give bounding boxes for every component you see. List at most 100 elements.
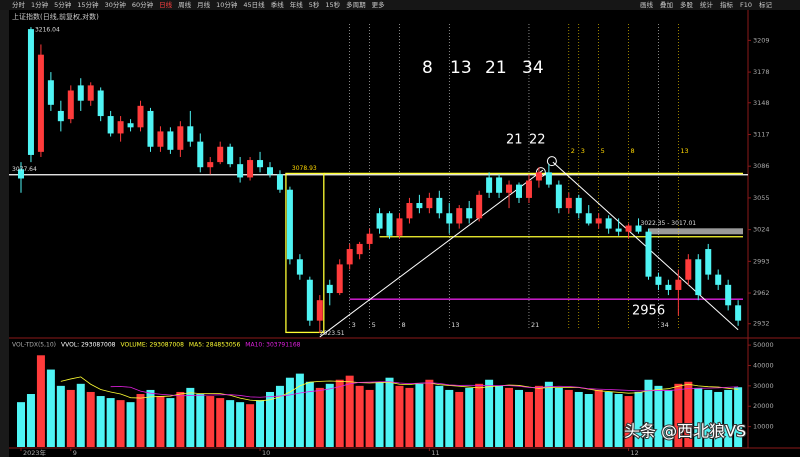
- chart-title: 上证指数(日线,前复权,对数): [12, 12, 99, 21]
- toolbar-item[interactable]: 叠加: [660, 0, 673, 9]
- volume-bar: [694, 387, 703, 447]
- x-tick-label: 12: [631, 449, 639, 457]
- candle-body: [715, 274, 722, 285]
- toolbar-item[interactable]: 15秒: [325, 0, 340, 9]
- toolbar-item[interactable]: 月线: [197, 0, 211, 9]
- candle-body: [625, 225, 632, 232]
- candle-body: [247, 160, 254, 178]
- volume-bar: [634, 391, 643, 447]
- fib-label: 13: [451, 321, 459, 329]
- toolbar-item[interactable]: 季线: [271, 0, 285, 9]
- volume-bar: [156, 396, 165, 447]
- volume-bar: [495, 385, 504, 447]
- toolbar-item[interactable]: 60分钟: [132, 0, 154, 9]
- volume-header: VOL-TDX(5,10): [12, 342, 56, 349]
- volume-header: VVOL: 293087008: [61, 342, 116, 349]
- toolbar-item[interactable]: 15分钟: [77, 0, 99, 9]
- candle-body: [57, 110, 64, 122]
- candle-body: [37, 54, 44, 152]
- volume-bar: [704, 389, 713, 447]
- candle-body: [675, 279, 682, 290]
- candle-body: [466, 208, 473, 219]
- toolbar-item[interactable]: 年线: [290, 0, 304, 9]
- fib-label: 3: [581, 147, 585, 155]
- x-tick-label: 9: [73, 449, 77, 457]
- candle-body: [346, 249, 353, 265]
- volume-bar: [17, 402, 25, 447]
- toolbar-item[interactable]: 多股: [680, 0, 694, 9]
- toolbar-item[interactable]: F10: [740, 1, 752, 9]
- candle-body: [227, 146, 234, 165]
- volume-bar: [216, 398, 225, 447]
- y-tick-label: 50000: [753, 341, 774, 349]
- volume-bar: [365, 389, 374, 447]
- candle-body: [177, 126, 184, 150]
- volume-bar: [734, 387, 743, 447]
- toolbar-item[interactable]: 5分钟: [54, 0, 72, 9]
- toolbar-item[interactable]: 更多: [372, 0, 386, 9]
- volume-bar: [445, 389, 454, 447]
- candle-body: [47, 80, 54, 105]
- toolbar-item[interactable]: 分时: [12, 0, 26, 9]
- volume-bar: [206, 396, 215, 447]
- candle-body: [406, 203, 413, 219]
- toolbar-item[interactable]: 指标: [720, 0, 734, 9]
- fib-label: 5: [372, 321, 376, 329]
- volume-bar: [66, 389, 75, 447]
- volume-bar: [604, 391, 613, 447]
- candle-body: [97, 90, 104, 117]
- volume-bar: [285, 377, 294, 447]
- candle-body: [386, 213, 393, 236]
- volume-bar: [554, 387, 563, 447]
- fib-label: 3: [352, 321, 356, 329]
- volume-bar: [305, 381, 314, 447]
- candle-body: [237, 164, 244, 178]
- candle-body: [476, 194, 483, 219]
- volume-bar: [96, 396, 105, 447]
- toolbar-item[interactable]: 1分钟: [31, 0, 49, 9]
- candle-body: [486, 177, 493, 193]
- toolbar-item[interactable]: 5秒: [309, 0, 320, 9]
- candle-body: [18, 169, 24, 179]
- toolbar-item[interactable]: 统计: [700, 0, 714, 9]
- price-label: 2923.51: [320, 330, 345, 337]
- candle-body: [257, 160, 264, 168]
- volume-bar: [515, 389, 523, 447]
- volume-bar: [485, 379, 494, 447]
- toolbar-item[interactable]: 日线: [159, 0, 173, 9]
- volume-bar: [335, 379, 344, 447]
- volume-bar: [256, 400, 265, 447]
- fib-label: 5: [601, 147, 605, 155]
- candle-body: [207, 162, 214, 168]
- toolbar-item[interactable]: 标记: [759, 0, 773, 9]
- fib-big: 8: [422, 58, 433, 78]
- candle-body: [416, 203, 423, 209]
- volume-bar: [544, 381, 553, 447]
- toolbar-item[interactable]: 画线: [640, 0, 654, 9]
- candle-body: [705, 249, 712, 275]
- volume-bar: [395, 385, 404, 447]
- toolbar-item[interactable]: 45日线: [243, 0, 265, 9]
- fib-big: 21: [485, 58, 507, 78]
- y-tick-label: 3117: [753, 130, 770, 138]
- candle-body: [217, 146, 224, 163]
- toolbar-item[interactable]: 周线: [178, 0, 192, 9]
- candle-body: [157, 131, 164, 147]
- fib-label: 21: [531, 321, 539, 329]
- volume-bar: [275, 385, 284, 447]
- volume-bar: [126, 402, 135, 447]
- volume-ma: [110, 381, 739, 398]
- toolbar-item[interactable]: 30分钟: [105, 0, 127, 9]
- volume-bar: [315, 387, 324, 447]
- candle-body: [117, 121, 124, 134]
- candle-body: [605, 218, 612, 229]
- y-tick-label: 10000: [753, 423, 774, 431]
- volume-bar: [435, 385, 444, 447]
- y-tick-label: 2962: [753, 289, 770, 297]
- toolbar-item[interactable]: 10分钟: [216, 0, 238, 9]
- toolbar-item[interactable]: 多周期: [346, 0, 366, 9]
- volume-bar: [564, 389, 573, 447]
- candle-body: [137, 105, 144, 128]
- candle-body: [565, 197, 572, 209]
- volume-bar: [664, 389, 673, 447]
